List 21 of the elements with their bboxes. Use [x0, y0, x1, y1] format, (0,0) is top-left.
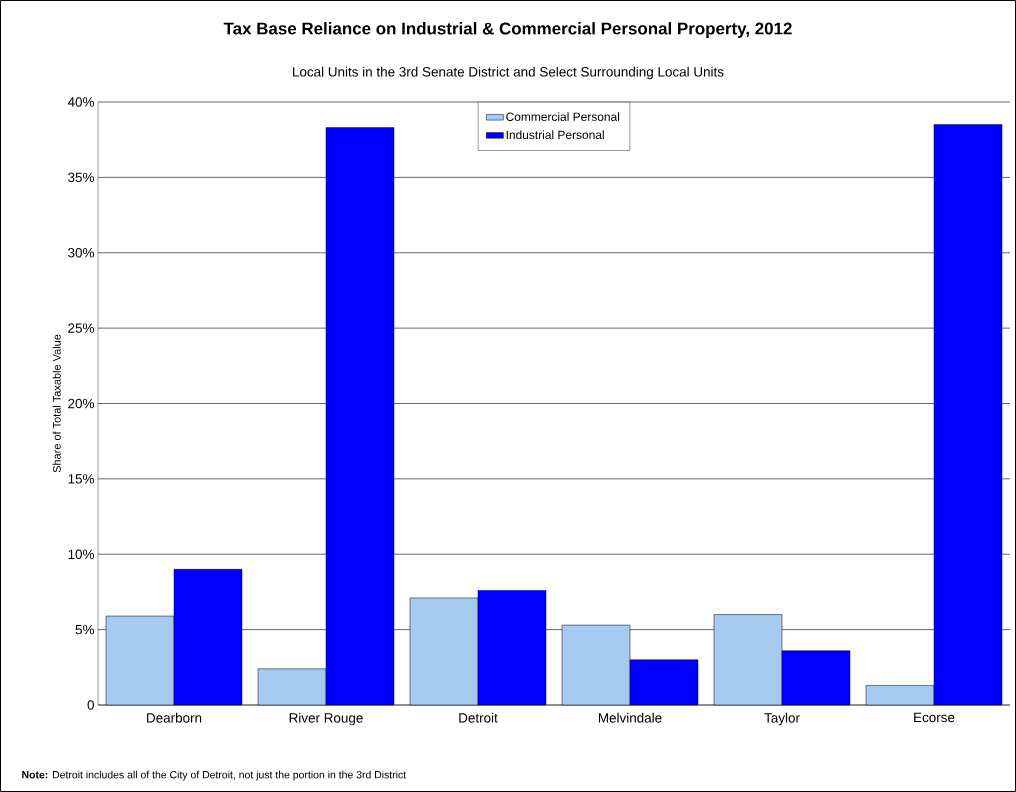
y-tick-label: 0: [87, 700, 94, 710]
legend-label: Industrial Personal: [506, 130, 604, 140]
legend-label: Commercial Personal: [506, 112, 620, 121]
x-tick-label: Ecorse: [914, 712, 955, 723]
y-tick-label: 10%: [68, 549, 94, 559]
chart-title: Tax Base Reliance on Industrial & Commercial Personal Property, 2012: [223, 22, 792, 38]
text: Note: Detroit includes all of the City of Detroit, not just the portion in the 3rd District: [22, 770, 407, 781]
y-tick-label: 35%: [68, 172, 94, 183]
x-tick-label: Detroit: [459, 712, 498, 723]
x-tick-label: Melvindale: [598, 712, 662, 723]
chart-subtitle: Local Units in the 3rd Senate District and Select Surrounding Local Units: [293, 66, 724, 80]
y-tick-label: 25%: [68, 323, 94, 333]
y-tick-label: 40%: [67, 97, 94, 107]
y-tick-label: 5%: [75, 624, 94, 635]
y-tick-label: 15%: [68, 474, 94, 484]
y-tick-label: 30%: [68, 247, 94, 258]
y-tick-label: 20%: [68, 398, 94, 409]
x-tick-label: Dearborn: [147, 712, 202, 723]
x-tick-label: Taylor: [764, 712, 800, 726]
x-tick-label: River Rouge: [289, 712, 363, 726]
y-axis-title: Share of Total Taxable Value: [52, 334, 61, 473]
